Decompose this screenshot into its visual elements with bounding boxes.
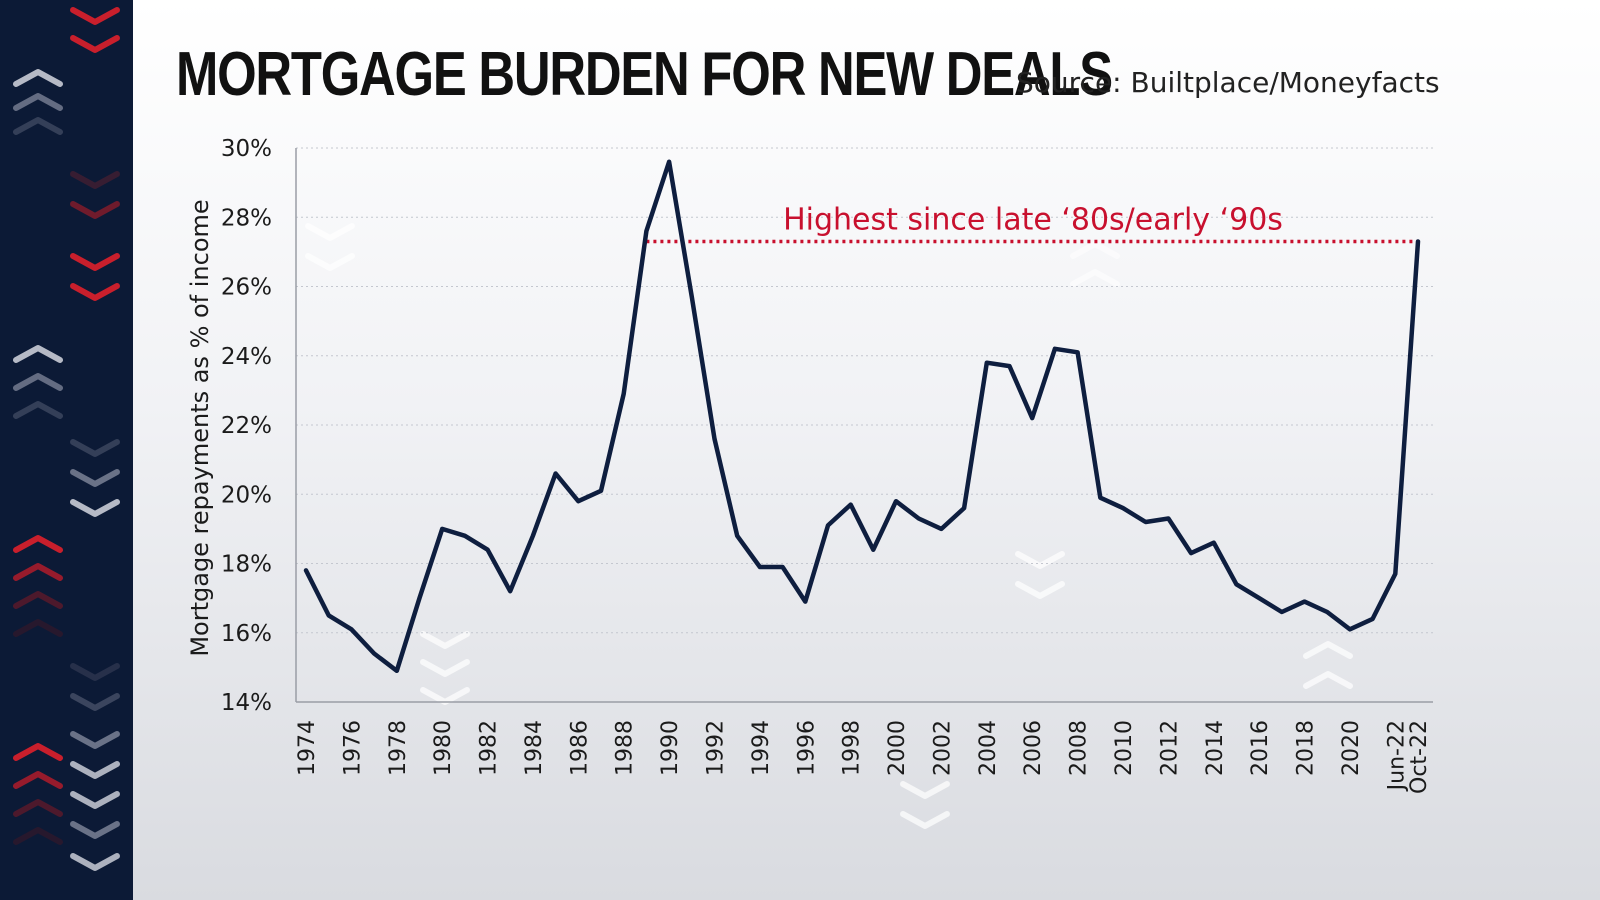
chevron-icon: [70, 731, 120, 749]
chevron-icon: [13, 799, 63, 817]
chevron-icon: [1015, 581, 1065, 599]
chevron-icon: [70, 469, 120, 487]
y-tick-labels: 14% 16% 18% 20% 22% 24% 26% 28% 30%: [221, 136, 272, 716]
chevron-icon: [13, 373, 63, 391]
x-tick-label: 1992: [703, 720, 728, 776]
series-line: [303, 159, 1421, 674]
chevron-icon: [305, 223, 355, 241]
chevron-icon: [70, 853, 120, 871]
x-tick-label: 2014: [1203, 720, 1228, 776]
x-tick-label: 1974: [295, 720, 320, 776]
chevron-icon: [420, 687, 470, 705]
decorative-side-strip: [0, 0, 133, 900]
x-tick-label: 2016: [1248, 720, 1273, 776]
x-tick-label: 1990: [658, 720, 683, 776]
chevron-icon: [70, 791, 120, 809]
chevron-icon: [1070, 241, 1120, 259]
chevron-icon: [13, 771, 63, 789]
x-tick-label: 1998: [840, 720, 865, 776]
x-tick-label: 1982: [477, 720, 502, 776]
y-tick-label: 16%: [221, 621, 272, 647]
chevron-icon: [70, 663, 120, 681]
chevron-icon: [1070, 269, 1120, 287]
y-tick-label: 28%: [221, 205, 272, 231]
y-tick-label: 20%: [221, 482, 272, 508]
axes: [295, 148, 1433, 703]
y-tick-label: 30%: [221, 136, 272, 162]
chevron-icon: [1303, 671, 1353, 689]
chevron-icon: [420, 659, 470, 677]
x-tick-label: 1978: [386, 720, 411, 776]
chevron-icon: [13, 535, 63, 553]
annotation: Highest since late ‘80s/early ‘90s: [646, 202, 1418, 244]
x-tick-labels: 1974 1976 1978 1980 1982 1984 1986 1988 1990 1992…: [295, 720, 1432, 794]
chevron-icon: [70, 35, 120, 53]
chevron-icon: [13, 619, 63, 637]
chevron-icon: [70, 253, 120, 271]
x-tick-label: 1980: [431, 720, 456, 776]
x-tick-label: 1984: [522, 720, 547, 776]
x-tick-label: 1996: [794, 720, 819, 776]
chevron-icon: [13, 743, 63, 761]
chevron-icon: [900, 781, 950, 799]
chevron-icon: [13, 827, 63, 845]
chevron-icon: [13, 345, 63, 363]
chevron-icon: [13, 563, 63, 581]
y-tick-label: 18%: [221, 552, 272, 578]
y-tick-label: 14%: [221, 690, 272, 716]
chevron-icon: [420, 631, 470, 649]
x-tick-label: 2000: [885, 720, 910, 776]
decorative-chevrons: [13, 7, 1353, 871]
x-tick-label: 1994: [749, 720, 774, 776]
chart-title: MORTGAGE BURDEN FOR NEW DEALS: [176, 40, 1113, 109]
x-tick-label: 1976: [340, 720, 365, 776]
x-tick-label: 2006: [1021, 720, 1046, 776]
y-tick-label: 24%: [221, 344, 272, 370]
chevron-icon: [13, 93, 63, 111]
annotation-text: Highest since late ‘80s/early ‘90s: [783, 202, 1283, 237]
chevron-icon: [305, 253, 355, 271]
x-tick-label: 2018: [1294, 720, 1319, 776]
x-tick-label: 2004: [976, 720, 1001, 776]
chevron-icon: [70, 693, 120, 711]
x-tick-label: Oct-22: [1407, 720, 1432, 794]
chevron-icon: [70, 761, 120, 779]
x-tick-label: 2012: [1157, 720, 1182, 776]
chevron-icon: [1015, 551, 1065, 569]
x-tick-label: 1986: [567, 720, 592, 776]
chevron-icon: [70, 499, 120, 517]
y-tick-label: 26%: [221, 275, 272, 301]
chevron-icon: [70, 171, 120, 189]
y-axis-label: Mortgage repayments as % of income: [186, 199, 214, 656]
x-tick-label: 2010: [1112, 720, 1137, 776]
chevron-icon: [900, 811, 950, 829]
chevron-icon: [13, 69, 63, 87]
chevron-icon: [70, 283, 120, 301]
chevron-icon: [70, 7, 120, 25]
chevron-icon: [70, 821, 120, 839]
chevron-icon: [70, 439, 120, 457]
x-tick-label: Jun-22: [1384, 720, 1409, 792]
y-tick-label: 22%: [221, 413, 272, 439]
chevron-icon: [13, 117, 63, 135]
chevron-icon: [70, 201, 120, 219]
chevron-icon: [13, 401, 63, 419]
chart-source: Source: Builtplace/Moneyfacts: [1016, 66, 1440, 99]
x-tick-label: 2008: [1067, 720, 1092, 776]
x-tick-label: 2020: [1339, 720, 1364, 776]
chevron-icon: [13, 591, 63, 609]
chevron-icon: [1303, 641, 1353, 659]
x-tick-label: 2002: [930, 720, 955, 776]
x-tick-label: 1988: [613, 720, 638, 776]
